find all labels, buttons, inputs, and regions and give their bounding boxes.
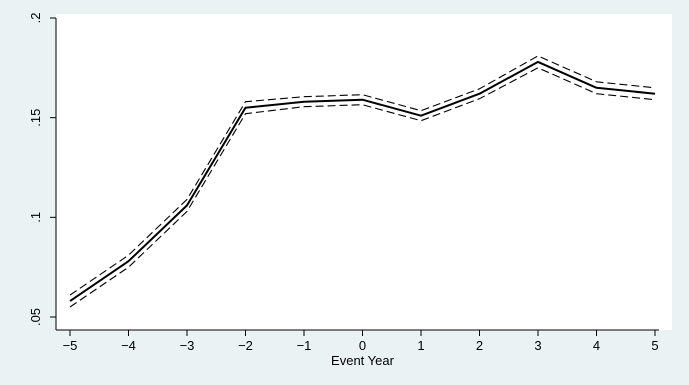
x-tick-label: 2 bbox=[476, 338, 483, 353]
y-tick-label: .1 bbox=[28, 212, 43, 223]
x-tick-label: 5 bbox=[651, 338, 658, 353]
x-tick-label: 4 bbox=[593, 338, 600, 353]
x-tick-label: 1 bbox=[417, 338, 424, 353]
x-tick-label: −3 bbox=[180, 338, 195, 353]
x-tick-label: 3 bbox=[534, 338, 541, 353]
y-tick-label: .05 bbox=[28, 308, 43, 326]
y-tick-label: .15 bbox=[28, 109, 43, 127]
x-ticks: −5 −4 −3 −2 −1 0 1 2 3 4 5 bbox=[63, 330, 659, 353]
estimate-line bbox=[69, 60, 656, 302]
y-ticks: .05 .1 .15 .2 bbox=[28, 13, 56, 326]
x-tick-label: −1 bbox=[297, 338, 312, 353]
x-tick-label: 0 bbox=[359, 338, 366, 353]
x-tick-label: −5 bbox=[63, 338, 78, 353]
x-tick-label: −2 bbox=[238, 338, 253, 353]
x-tick-label: −4 bbox=[121, 338, 136, 353]
lower-bound-line bbox=[69, 67, 656, 308]
upper-bound-line bbox=[69, 55, 656, 296]
y-tick-label: .2 bbox=[28, 13, 43, 24]
plot-area bbox=[56, 14, 672, 330]
x-axis-title: Event Year bbox=[331, 353, 395, 368]
series-lines bbox=[69, 55, 656, 308]
